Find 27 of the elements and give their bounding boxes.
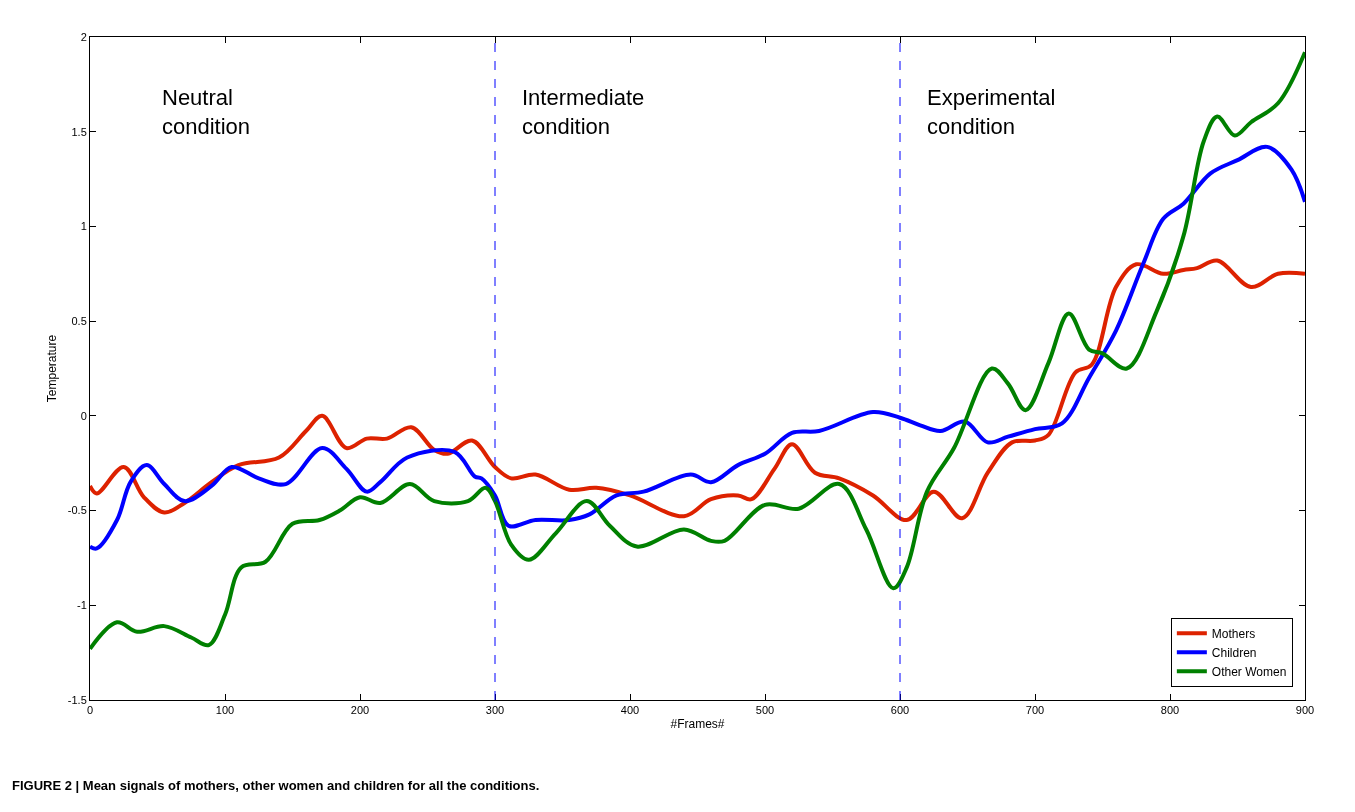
x-tick-label: 100 — [215, 704, 235, 717]
x-tick-label: 300 — [485, 704, 505, 717]
y-tick-label: 2 — [80, 30, 87, 43]
y-axis-title: Temperature — [45, 334, 60, 403]
legend-label: Other Women — [1211, 664, 1287, 679]
line-series — [90, 258, 1305, 523]
y-tick-label: 0 — [80, 409, 87, 422]
annotation: Experimental condition — [927, 85, 1056, 139]
annotation: Neutral condition — [162, 85, 251, 139]
y-tick-label: -1.5 — [67, 693, 87, 706]
x-tick-label: 500 — [755, 704, 775, 717]
legend-label: Children — [1211, 645, 1257, 660]
x-tick-label: 200 — [350, 704, 370, 717]
annotation: Intermediate condition — [522, 85, 645, 139]
x-tick-label: 400 — [620, 704, 640, 717]
x-tick-label: 800 — [1160, 704, 1180, 717]
y-tick-label: 1 — [80, 220, 87, 233]
y-tick-label: -0.5 — [67, 504, 87, 517]
y-tick-label: 0.5 — [71, 314, 87, 327]
x-tick-label: 600 — [890, 704, 910, 717]
y-tick-label: 1.5 — [71, 125, 87, 138]
legend-label: Mothers — [1211, 626, 1256, 641]
x-tick-label: 900 — [1295, 704, 1315, 717]
x-axis-title: #Frames# — [670, 717, 725, 732]
caption: FIGURE 2 | Mean signals of mothers, other women and children for all the conditions. — [12, 778, 540, 793]
y-tick-label: -1 — [77, 599, 87, 612]
x-tick-label: 700 — [1025, 704, 1045, 717]
